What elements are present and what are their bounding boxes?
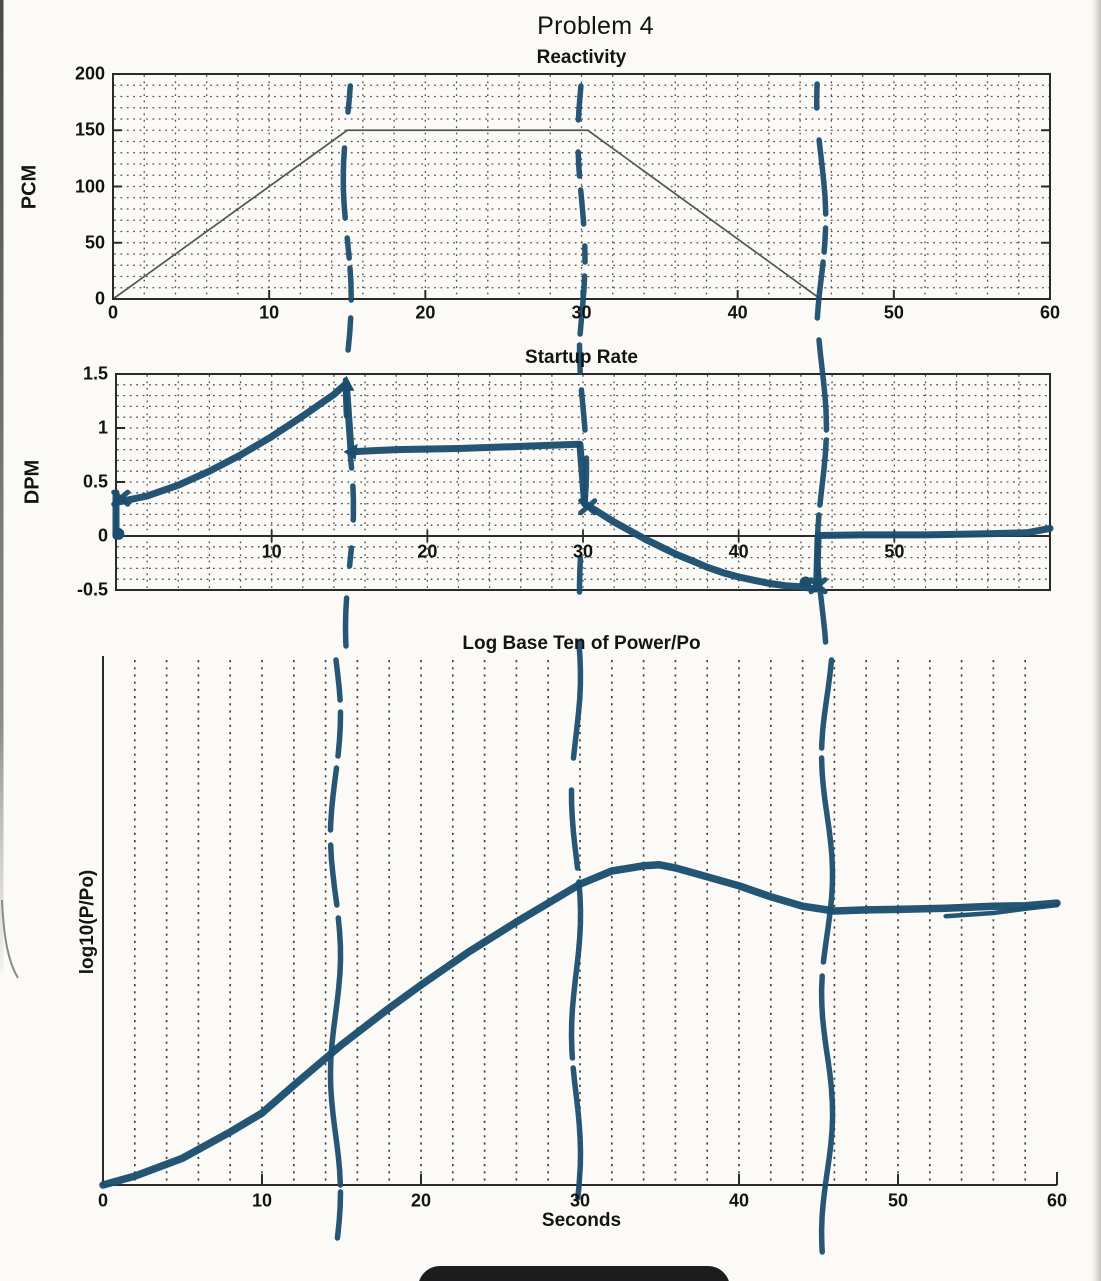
- scan-artifact-left-hook: [1, 899, 19, 979]
- annotation-line-30s: [568, 787, 581, 871]
- annotation-line-15s: [335, 709, 344, 759]
- ink-cross-mark: [808, 577, 828, 595]
- scan-artifact-black-pill: [419, 1266, 729, 1281]
- annotation-line-15s: [347, 265, 354, 303]
- startup-rate-curve-drop-at-30: [576, 440, 589, 508]
- annotation-line-30s: [570, 1065, 584, 1189]
- annotation-line-45s: [821, 225, 829, 255]
- annotation-line-15s: [340, 145, 348, 221]
- annotation-line-45s: [814, 259, 826, 321]
- startup-rate-curve-flat-15-30: [347, 440, 582, 456]
- annotation-line-45s: [818, 973, 836, 1189]
- plot-graphics: [99, 73, 1061, 1255]
- ink-dot-mark: [799, 576, 812, 589]
- annotation-line-30s: [575, 83, 584, 123]
- log-power-curve: [99, 861, 1061, 1189]
- startup-rate-curve-drop-at-15: [342, 381, 355, 456]
- annotation-line-15s: [344, 235, 352, 261]
- annotation-line-15s: [345, 315, 354, 353]
- annotation-line-15s: [350, 483, 357, 523]
- annotation-line-15s: [345, 83, 354, 115]
- ink-dot-mark: [112, 527, 125, 540]
- annotation-line-45s: [818, 657, 835, 751]
- log-power-curve-retrace: [943, 902, 1060, 919]
- ink-arrow-mark: [343, 443, 358, 460]
- annotation-line-45s: [818, 1185, 828, 1255]
- annotation-line-45s: [816, 337, 830, 433]
- annotation-line-30s: [568, 879, 584, 1061]
- annotation-line-30s: [575, 149, 583, 179]
- annotation-line-30s: [578, 387, 588, 433]
- annotation-line-30s: [577, 187, 587, 227]
- annotation-line-30s: [577, 273, 588, 337]
- annotation-line-30s: [575, 1185, 582, 1201]
- annotation-line-15s: [327, 842, 340, 908]
- annotation-line-15s: [333, 657, 343, 703]
- startup-rate-curve-flat-45-60: [814, 524, 1054, 539]
- startup-rate-curve-jump-at-45: [813, 532, 822, 593]
- annotation-line-15s: [327, 765, 340, 833]
- annotation-line-15s: [347, 449, 355, 471]
- annotation-line-30s: [576, 342, 583, 375]
- startup-rate-curve-decay-30-45: [581, 500, 819, 593]
- scan-artifact-left-edge: [0, 0, 4, 972]
- ink-arrow-mark: [338, 375, 355, 391]
- annotation-line-45s: [816, 137, 829, 217]
- annotation-line-15s: [334, 1189, 344, 1241]
- ink-cross-mark: [111, 489, 131, 507]
- annotation-line-30s: [570, 639, 584, 761]
- scan-artifact-right-edge: [1091, 0, 1101, 1281]
- annotation-line-15s: [342, 595, 350, 649]
- annotation-line-45s: [817, 437, 829, 508]
- ink-cross-mark: [578, 498, 598, 516]
- annotation-line-45s: [818, 755, 836, 965]
- annotation-line-15s: [346, 545, 355, 569]
- annotation-line-30s: [576, 555, 584, 595]
- startup-rate-curve-rise-0-15: [112, 381, 349, 506]
